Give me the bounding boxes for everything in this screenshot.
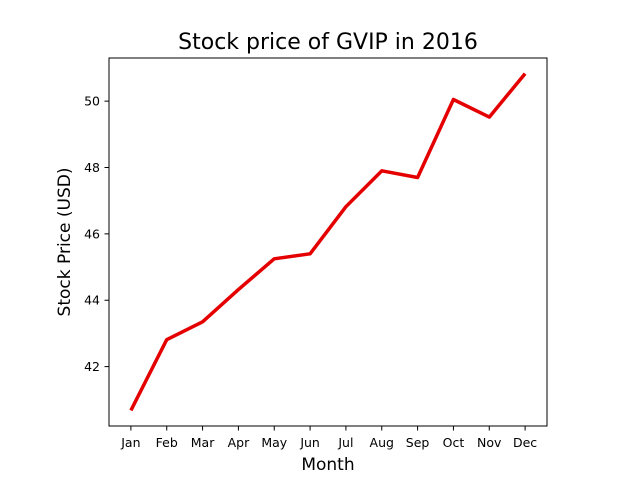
x-tick-label: Jul	[337, 435, 353, 450]
x-tick-label: Feb	[156, 435, 178, 450]
y-tick-label: 50	[84, 94, 100, 109]
y-tick-label: 46	[84, 226, 100, 241]
y-tick-label: 44	[84, 293, 100, 308]
chart-title: Stock price of GVIP in 2016	[178, 30, 478, 55]
plot-area	[108, 57, 548, 427]
x-axis: Jan Feb Mar Apr May Jun Jul Aug Sep Oct Nov Dec	[120, 426, 537, 450]
x-tick-label: Dec	[513, 435, 537, 450]
x-tick-label: Aug	[370, 435, 394, 450]
x-tick-label: Sep	[406, 435, 430, 450]
y-tick-label: 48	[84, 160, 100, 175]
x-tick-label: Nov	[477, 435, 502, 450]
x-tick-label: Jan	[120, 435, 140, 450]
stock-price-line	[129, 72, 527, 412]
x-tick-label: Jun	[299, 435, 320, 450]
y-tick-label: 42	[84, 359, 100, 374]
y-axis-label: Stock Price (USD)	[55, 168, 75, 317]
x-tick-label: Mar	[191, 435, 215, 450]
x-tick-label: Apr	[228, 435, 250, 450]
x-tick-label: May	[261, 435, 287, 450]
x-tick-label: Oct	[443, 435, 465, 450]
y-axis: 42 44 46 48 50	[84, 94, 109, 374]
x-axis-label: Month	[301, 455, 354, 475]
